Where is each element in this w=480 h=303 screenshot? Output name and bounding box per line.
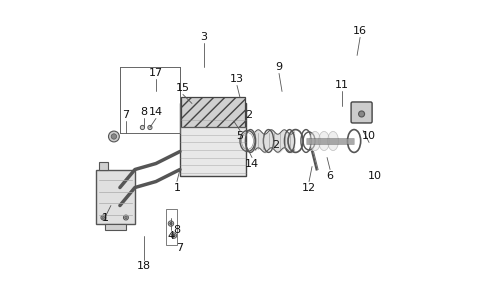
- Text: 18: 18: [137, 261, 151, 271]
- Ellipse shape: [319, 132, 329, 151]
- Bar: [180, 103, 246, 175]
- Text: 2: 2: [245, 111, 252, 121]
- Ellipse shape: [168, 221, 174, 226]
- Text: 1: 1: [101, 212, 108, 222]
- Ellipse shape: [310, 132, 321, 151]
- Text: 7: 7: [122, 111, 130, 121]
- Text: 1: 1: [173, 182, 180, 192]
- Ellipse shape: [328, 132, 338, 151]
- Text: 3: 3: [201, 32, 207, 42]
- Bar: [181, 98, 244, 128]
- Ellipse shape: [108, 131, 120, 142]
- Text: 11: 11: [335, 81, 349, 91]
- Text: 15: 15: [176, 83, 190, 93]
- Text: 8: 8: [140, 108, 147, 118]
- Ellipse shape: [171, 233, 177, 238]
- Ellipse shape: [111, 134, 117, 139]
- Text: 6: 6: [326, 171, 334, 181]
- Ellipse shape: [140, 125, 144, 130]
- Text: 9: 9: [276, 62, 283, 72]
- Bar: [167, 208, 177, 245]
- Text: 16: 16: [353, 26, 367, 36]
- Text: 8: 8: [173, 225, 180, 235]
- FancyBboxPatch shape: [351, 102, 372, 123]
- Text: 14: 14: [245, 158, 259, 168]
- Text: 12: 12: [302, 182, 316, 192]
- Bar: [96, 169, 135, 224]
- Ellipse shape: [102, 216, 105, 219]
- Bar: [105, 224, 126, 230]
- Text: 17: 17: [149, 68, 163, 78]
- Ellipse shape: [148, 125, 152, 130]
- Text: 5: 5: [237, 132, 243, 142]
- Text: 10: 10: [368, 171, 382, 181]
- Text: 14: 14: [149, 108, 163, 118]
- Bar: [99, 162, 108, 169]
- Text: 4: 4: [168, 231, 175, 241]
- Ellipse shape: [173, 234, 175, 237]
- Ellipse shape: [170, 222, 172, 225]
- Text: 13: 13: [230, 75, 244, 85]
- Bar: [120, 68, 180, 134]
- Text: 7: 7: [176, 243, 183, 253]
- Text: 2: 2: [273, 141, 279, 151]
- Text: 10: 10: [362, 132, 376, 142]
- Ellipse shape: [359, 111, 365, 117]
- Ellipse shape: [125, 216, 127, 219]
